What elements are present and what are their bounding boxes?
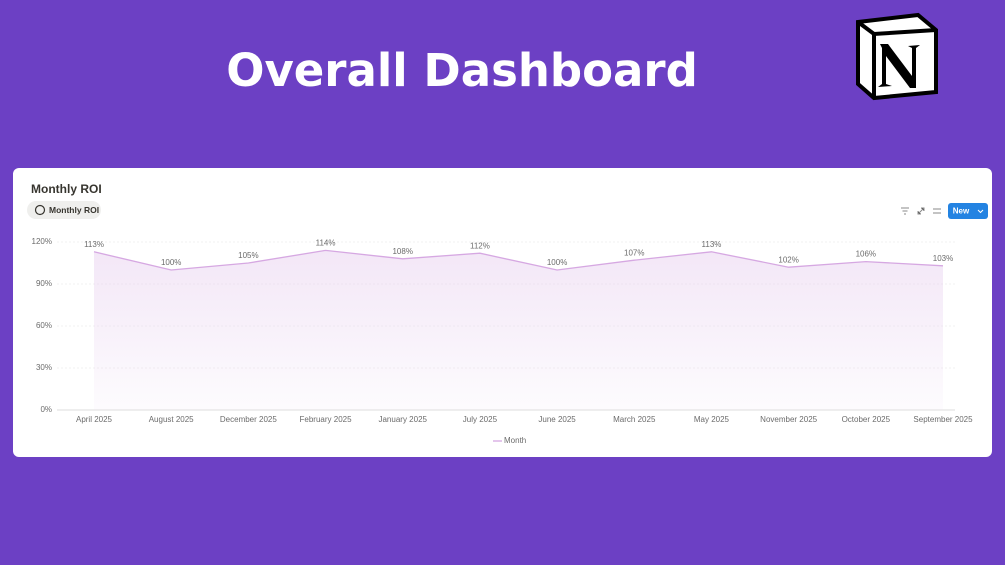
legend-label: Month — [504, 436, 526, 445]
view-tab-label: Monthly ROI — [49, 205, 99, 215]
data-label: 106% — [856, 250, 876, 259]
x-tick-label: March 2025 — [613, 415, 656, 424]
x-tick-label: November 2025 — [760, 415, 817, 424]
data-label: 100% — [161, 258, 181, 267]
x-tick-label: June 2025 — [538, 415, 576, 424]
data-label: 112% — [470, 241, 490, 250]
tab-icon — [34, 204, 46, 216]
x-tick-label: May 2025 — [694, 415, 730, 424]
page-title: Overall Dashboard — [226, 44, 698, 97]
data-label: 114% — [316, 239, 336, 248]
y-tick-label: 120% — [32, 237, 52, 246]
x-tick-label: April 2025 — [76, 415, 113, 424]
area — [94, 250, 943, 410]
data-label: 103% — [933, 254, 953, 263]
data-label: 113% — [702, 240, 722, 249]
x-tick-label: September 2025 — [913, 415, 973, 424]
x-tick-label: July 2025 — [463, 415, 498, 424]
dropdown-arrow[interactable] — [977, 209, 984, 214]
data-label: 102% — [778, 255, 798, 264]
x-tick-label: February 2025 — [300, 415, 353, 424]
view-tab[interactable] — [27, 201, 101, 219]
plot: 0% 30% 60% 90% 120% April 2025 August 2025 Dece… — [32, 237, 974, 445]
y-tick-label: 60% — [36, 321, 52, 330]
y-tick-label: 90% — [36, 279, 52, 288]
new-button-label: New — [953, 207, 970, 216]
data-label: 105% — [238, 251, 258, 260]
new-button[interactable] — [948, 203, 988, 219]
y-tick-label: 30% — [36, 363, 52, 372]
data-label: 100% — [547, 258, 567, 267]
x-tick-label: August 2025 — [149, 415, 194, 424]
x-tick-label: October 2025 — [842, 415, 891, 424]
line — [93, 249, 944, 271]
toolbar-icons[interactable] — [901, 207, 941, 215]
data-label: 108% — [392, 247, 412, 256]
x-tick-label: December 2025 — [220, 415, 277, 424]
notion-logo — [856, 12, 938, 101]
card-title: Monthly ROI — [31, 182, 102, 196]
data-label: 107% — [624, 248, 644, 257]
data-label: 113% — [84, 240, 104, 249]
y-tick-label: 0% — [40, 405, 52, 414]
x-tick-label: January 2025 — [378, 415, 427, 424]
